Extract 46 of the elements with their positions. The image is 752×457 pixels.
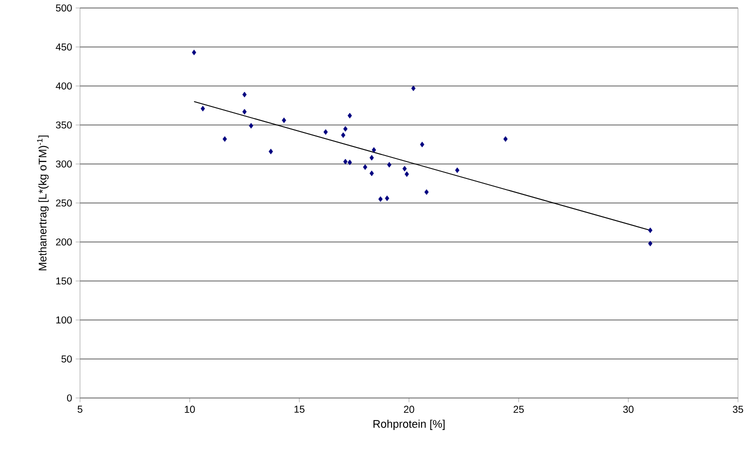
point — [404, 171, 409, 177]
point — [503, 136, 508, 142]
point — [372, 147, 376, 153]
point — [242, 108, 247, 115]
x-tick-label: 25 — [514, 406, 524, 413]
y-tick-label: 350 — [56, 121, 72, 129]
y-tick-label: 50 — [61, 355, 72, 363]
point — [648, 240, 652, 246]
point — [343, 126, 348, 132]
y-tick-label: 250 — [56, 199, 72, 207]
y-tick-label: 300 — [56, 160, 72, 168]
y-tick-label: 450 — [56, 43, 72, 51]
y-axis-title: Methanertrag [L*(kg oTM)$^{-1}$] — [37, 136, 49, 270]
point — [370, 170, 374, 176]
y-tick-label: 500 — [56, 4, 72, 12]
point — [420, 142, 424, 148]
point — [384, 196, 390, 202]
point — [324, 129, 328, 135]
point — [343, 158, 348, 164]
x-axis-title: Rohprotein [%] — [374, 420, 445, 430]
point — [378, 196, 383, 202]
point — [242, 92, 247, 98]
point — [348, 112, 352, 118]
y-tick-label: 0 — [67, 394, 72, 402]
point — [200, 106, 205, 112]
x-tick-label: 15 — [294, 406, 304, 413]
point — [248, 122, 254, 129]
x-tick-label: 5 — [78, 406, 82, 413]
point — [411, 86, 416, 92]
x-tick-label: 10 — [184, 406, 195, 413]
point — [192, 50, 196, 56]
x-tick-label: 30 — [623, 406, 634, 413]
point — [402, 166, 407, 172]
y-tick-label: 150 — [56, 277, 72, 285]
point — [424, 189, 429, 195]
point — [362, 164, 368, 170]
point — [222, 136, 227, 142]
point — [341, 132, 346, 138]
point — [268, 148, 273, 154]
y-tick-label: 400 — [56, 82, 72, 90]
point — [348, 160, 352, 166]
x-tick-label: 35 — [732, 406, 744, 413]
y-tick-label: 100 — [56, 316, 72, 324]
x-tick-label: 20 — [404, 406, 414, 413]
y-tick-label: 200 — [56, 238, 72, 246]
point — [282, 118, 286, 124]
